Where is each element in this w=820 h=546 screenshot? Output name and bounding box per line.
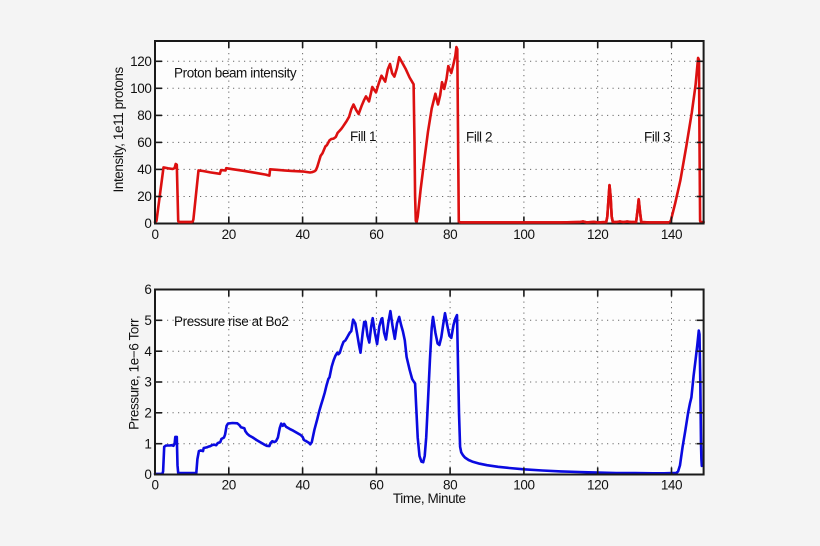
- svg-text:6: 6: [144, 282, 151, 297]
- svg-text:80: 80: [443, 227, 457, 242]
- svg-text:140: 140: [661, 478, 682, 493]
- svg-text:60: 60: [137, 135, 151, 150]
- svg-text:Fill 1: Fill 1: [350, 129, 376, 144]
- svg-text:60: 60: [369, 478, 383, 493]
- svg-text:5: 5: [144, 313, 151, 328]
- svg-text:120: 120: [130, 54, 151, 69]
- svg-text:140: 140: [661, 227, 682, 242]
- svg-text:20: 20: [222, 227, 236, 242]
- svg-text:2: 2: [144, 406, 151, 421]
- svg-text:20: 20: [137, 189, 151, 204]
- svg-text:0: 0: [144, 216, 151, 231]
- svg-text:100: 100: [130, 81, 151, 96]
- svg-text:80: 80: [443, 478, 457, 493]
- svg-text:Proton beam intensity: Proton beam intensity: [174, 66, 297, 81]
- svg-text:1: 1: [144, 436, 151, 451]
- svg-text:80: 80: [137, 108, 151, 123]
- svg-text:4: 4: [144, 344, 152, 359]
- svg-text:60: 60: [369, 227, 383, 242]
- svg-text:120: 120: [587, 478, 608, 493]
- svg-text:Fill 3: Fill 3: [644, 130, 670, 145]
- svg-text:100: 100: [513, 227, 534, 242]
- svg-text:40: 40: [295, 227, 309, 242]
- svg-text:40: 40: [295, 478, 309, 493]
- svg-text:0: 0: [151, 478, 158, 493]
- svg-text:20: 20: [222, 478, 236, 493]
- svg-text:Pressure, 1e−6 Torr: Pressure, 1e−6 Torr: [127, 318, 142, 430]
- svg-text:3: 3: [144, 375, 151, 390]
- svg-text:100: 100: [513, 478, 534, 493]
- svg-text:Time, Minute: Time, Minute: [393, 491, 466, 506]
- svg-text:Pressure rise at Bo2: Pressure rise at Bo2: [174, 314, 288, 329]
- svg-text:40: 40: [137, 162, 151, 177]
- svg-text:0: 0: [151, 227, 158, 242]
- svg-text:Intensity, 1e11 protons: Intensity, 1e11 protons: [111, 66, 126, 192]
- svg-text:Fill 2: Fill 2: [466, 130, 492, 145]
- svg-text:0: 0: [144, 467, 151, 482]
- svg-text:120: 120: [587, 227, 608, 242]
